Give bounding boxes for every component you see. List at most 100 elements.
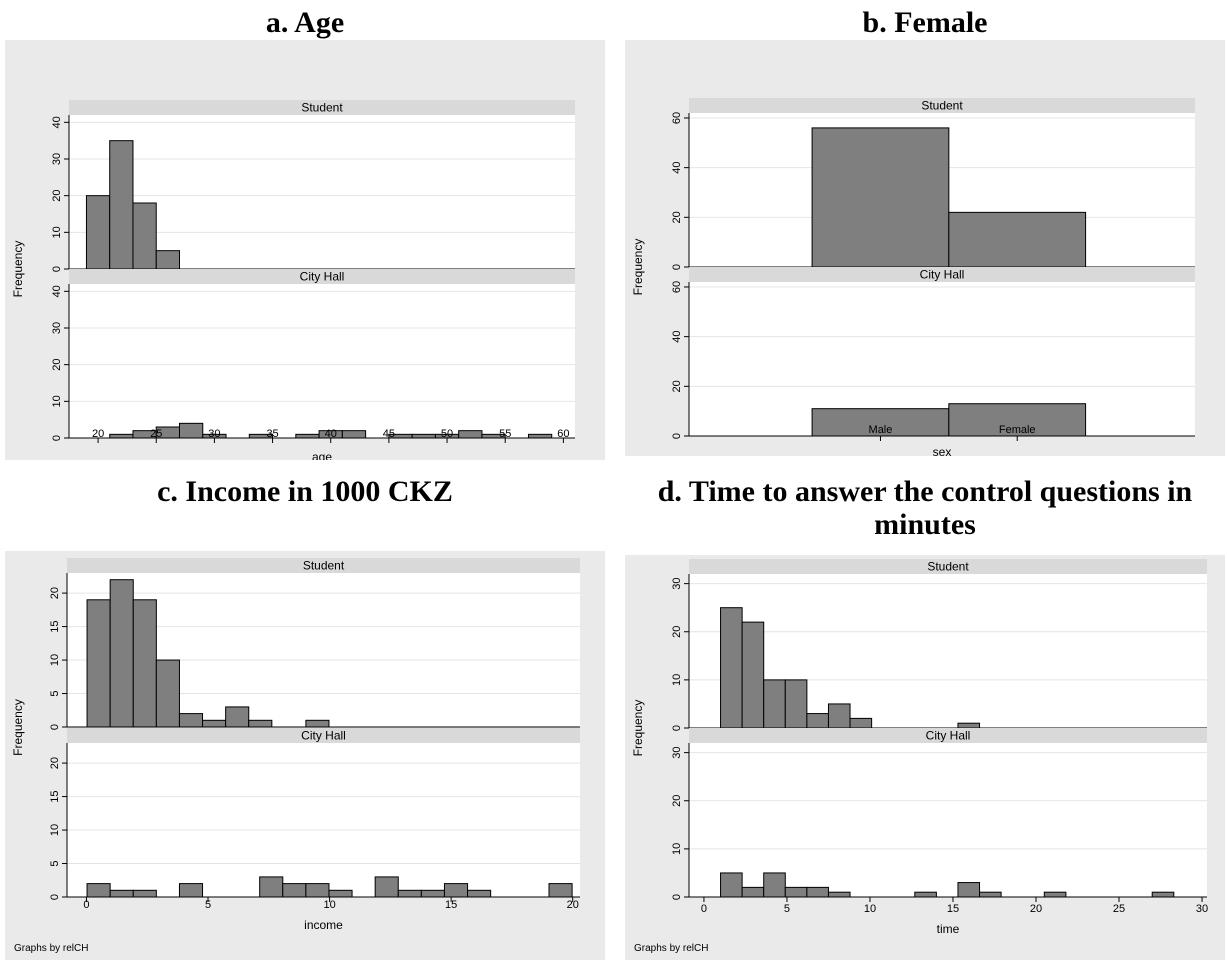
histogram-bar <box>374 876 399 898</box>
y-tick-label: 0 <box>49 724 61 730</box>
histogram-bar <box>720 872 743 898</box>
chart-d-title: d. Time to answer the control questions … <box>657 475 1193 541</box>
histogram-bar <box>420 889 445 898</box>
y-tick-label: 40 <box>671 162 683 174</box>
x-tick-label: 20 <box>1030 903 1042 915</box>
plot-area <box>69 284 575 438</box>
y-tick-label: 10 <box>49 654 61 666</box>
income-histogram: Student 0 5 10 15 20 City Hall 0 5 10 15 20 0 5 10 15 20… <box>5 551 605 960</box>
y-axis-title: Frequency <box>631 239 645 296</box>
y-tick-label: 40 <box>671 331 683 343</box>
histogram-bar <box>295 433 320 439</box>
panel-strip <box>69 100 575 115</box>
y-tick-label: 10 <box>671 674 683 686</box>
x-tick-label: 60 <box>557 428 569 440</box>
histogram-bar <box>282 883 307 898</box>
x-tick-label: 0 <box>701 903 707 915</box>
y-tick-label: 20 <box>49 757 61 769</box>
x-tick-label: 30 <box>208 428 220 440</box>
age-histogram: Student 0 10 20 30 40 City Hall 0 10 20 30 40 20 25 30… <box>5 40 605 460</box>
histogram-bar <box>1151 891 1175 898</box>
x-tick-label: 5 <box>784 903 790 915</box>
y-tick-label: 30 <box>671 747 683 759</box>
panel-label: Student <box>303 559 345 573</box>
x-tick-label: 25 <box>150 428 162 440</box>
y-tick-label: 0 <box>671 894 683 900</box>
plot-area <box>67 743 580 897</box>
histogram-bar <box>132 599 157 728</box>
y-tick-label: 20 <box>671 380 683 392</box>
histogram-bar <box>259 876 284 898</box>
x-tick-label: 40 <box>325 428 337 440</box>
panel-strip <box>69 269 575 284</box>
x-tick-label: 15 <box>947 903 959 915</box>
y-tick-label: 0 <box>671 433 683 439</box>
x-tick-label: 10 <box>864 903 876 915</box>
y-tick-label: 40 <box>51 285 63 297</box>
y-tick-label: 15 <box>49 620 61 632</box>
panel-label: Student <box>921 99 963 113</box>
histogram-bar <box>305 883 330 898</box>
panel-label: City Hall <box>926 729 971 743</box>
histogram-bar <box>86 883 111 898</box>
histogram-bar <box>763 872 786 898</box>
chart-a-title: a. Age <box>265 6 345 39</box>
histogram-bar <box>397 889 422 898</box>
histogram-bar <box>305 719 330 728</box>
x-axis-title: age <box>312 450 332 460</box>
histogram-bar <box>458 430 483 439</box>
x-axis-title: sex <box>933 445 952 456</box>
histogram-bar <box>411 433 436 439</box>
y-tick-label: 0 <box>49 894 61 900</box>
y-tick-label: 30 <box>671 578 683 590</box>
histogram-bar <box>784 886 808 898</box>
y-tick-label: 0 <box>671 725 683 731</box>
x-tick-label: 55 <box>499 428 511 440</box>
histogram-bar <box>467 889 492 898</box>
graph-note: Graphs by relCH <box>14 943 88 954</box>
y-tick-label: 30 <box>51 322 63 334</box>
x-tick-label: 30 <box>1196 903 1208 915</box>
panel-label: City Hall <box>301 729 346 743</box>
x-tick-label: 25 <box>1113 903 1125 915</box>
histogram-bar <box>827 703 851 729</box>
histogram-bar <box>341 430 367 439</box>
histogram-bar <box>948 211 1087 268</box>
panel-strip <box>67 558 580 573</box>
y-tick-label: 15 <box>49 790 61 802</box>
histogram-bar <box>202 719 227 728</box>
y-tick-label: 10 <box>49 824 61 836</box>
x-tick-label: 35 <box>266 428 278 440</box>
histogram-bar <box>178 713 204 728</box>
y-tick-label: 60 <box>671 281 683 293</box>
y-tick-label: 5 <box>49 690 61 696</box>
y-tick-label: 10 <box>51 395 63 407</box>
y-tick-label: 10 <box>51 226 63 238</box>
x-tick-label: 0 <box>83 899 89 911</box>
histogram-bar <box>155 250 181 270</box>
panel-label: City Hall <box>300 270 345 284</box>
y-tick-label: 40 <box>51 116 63 128</box>
histogram-bar <box>109 433 134 439</box>
histogram-bar <box>109 579 134 728</box>
graph-note: Graphs by relCH <box>634 943 708 954</box>
histogram-bar <box>827 891 851 898</box>
x-tick-label: 20 <box>567 899 579 911</box>
histogram-bar <box>548 883 573 898</box>
histogram-bar <box>443 883 469 898</box>
y-tick-label: 5 <box>49 860 61 866</box>
x-tick-label: Female <box>999 424 1036 436</box>
panel-strip <box>689 728 1207 743</box>
time-histogram: Student 0 10 20 30 City Hall 0 10 20 30 0 5 10 15 20 25… <box>625 555 1225 960</box>
y-tick-label: 30 <box>51 153 63 165</box>
histogram-bar <box>849 717 873 729</box>
y-tick-label: 20 <box>671 211 683 223</box>
histogram-bar <box>109 889 134 898</box>
y-axis-title: Frequency <box>631 700 645 757</box>
panel-strip <box>689 267 1195 282</box>
histogram-bar <box>85 195 111 270</box>
y-tick-label: 0 <box>671 264 683 270</box>
histogram-bar <box>784 679 808 729</box>
histogram-bar <box>741 886 765 898</box>
y-tick-label: 10 <box>671 843 683 855</box>
